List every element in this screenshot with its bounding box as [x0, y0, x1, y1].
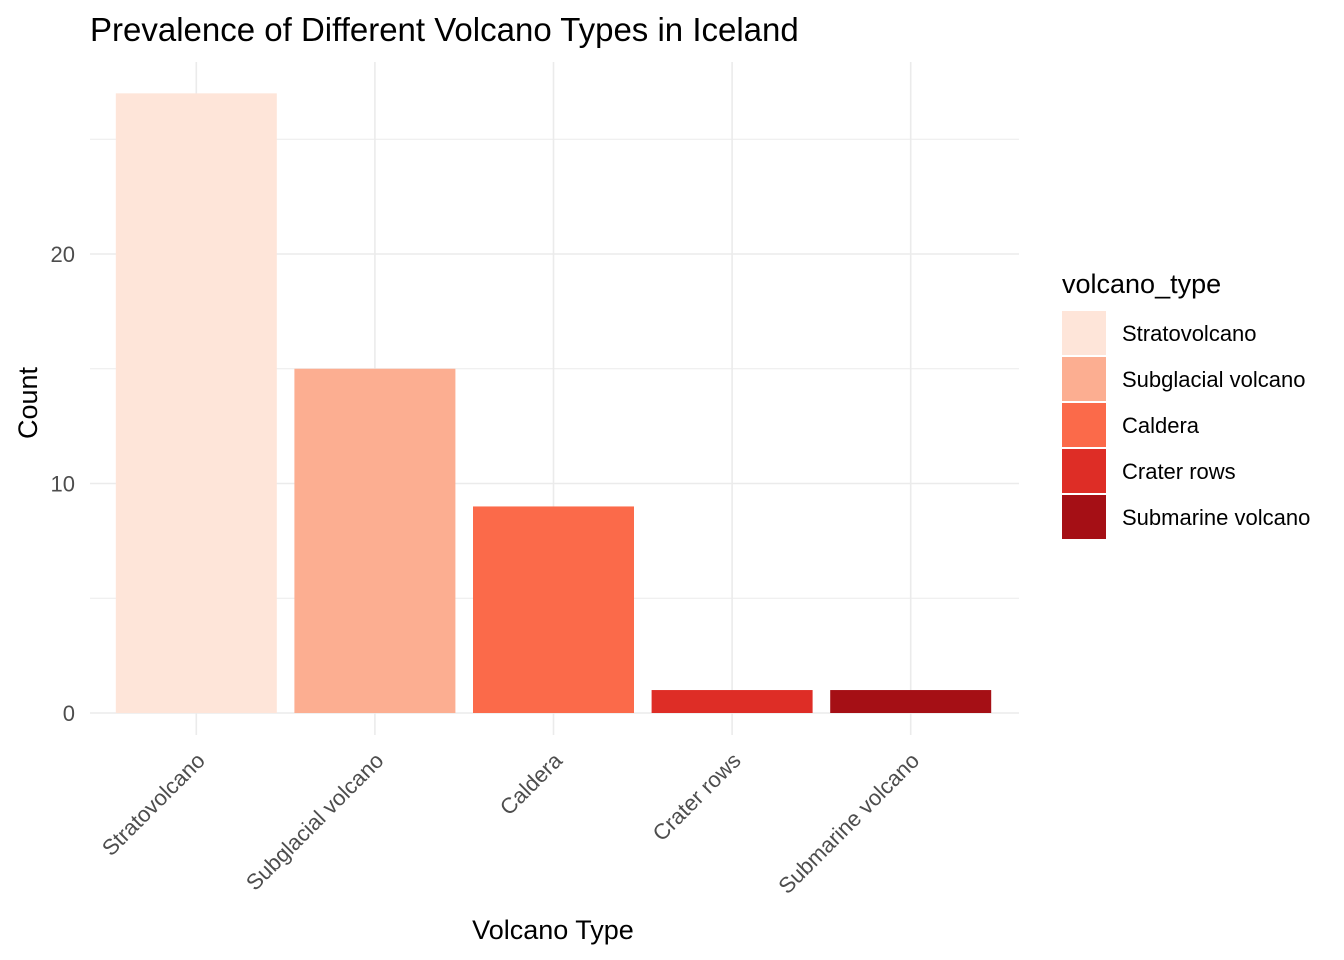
legend-key [1062, 495, 1106, 539]
legend-items: Stratovolcano Subglacial volcano Caldera Cr… [1062, 311, 1310, 539]
legend-key [1062, 403, 1106, 447]
bars [115, 93, 992, 714]
chart-title: Prevalence of Different Volcano Types in… [90, 11, 799, 48]
y-axis-ticks: 0 10 20 [51, 242, 75, 726]
x-axis-ticks: Stratovolcano Subglacial volcano Caldera Cr… [97, 747, 924, 898]
legend-label: Crater rows [1122, 459, 1236, 484]
legend-key [1062, 311, 1106, 355]
legend-key [1062, 449, 1106, 493]
bar-crater-rows [651, 690, 813, 713]
y-axis-title: Count [13, 366, 43, 439]
bar-submarine-volcano [830, 690, 992, 713]
legend-key [1062, 357, 1106, 401]
x-tick-label: Submarine volcano [773, 748, 924, 899]
x-tick-label: Crater rows [648, 748, 746, 846]
bar-caldera [473, 506, 634, 713]
legend-label: Stratovolcano [1122, 321, 1257, 346]
legend-label: Subglacial volcano [1122, 367, 1305, 392]
bar-subglacial-volcano [294, 368, 456, 713]
bar-stratovolcano [115, 93, 277, 714]
x-tick-label: Stratovolcano [97, 748, 210, 861]
x-tick-label: Subglacial volcano [241, 748, 388, 895]
x-tick-label: Caldera [495, 747, 568, 820]
y-tick-label: 10 [51, 472, 75, 497]
x-axis-title: Volcano Type [472, 915, 634, 945]
legend-label: Submarine volcano [1122, 505, 1310, 530]
y-tick-label: 0 [63, 701, 75, 726]
legend-label: Caldera [1122, 413, 1200, 438]
legend: volcano_type Stratovolcano Subglacial vol… [1062, 269, 1310, 539]
y-tick-label: 20 [51, 242, 75, 267]
legend-title: volcano_type [1062, 269, 1221, 299]
